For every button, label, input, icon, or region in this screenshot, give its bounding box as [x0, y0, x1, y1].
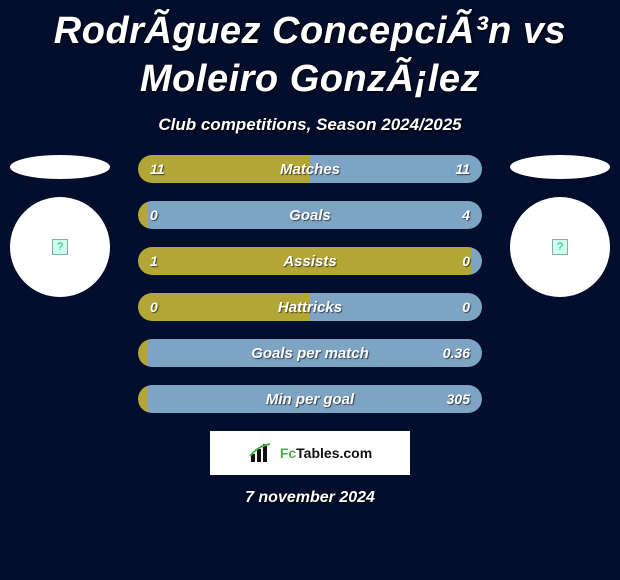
- avatar-right: [510, 197, 610, 297]
- stat-row: Assists10: [138, 247, 482, 275]
- page-subtitle: Club competitions, Season 2024/2025: [0, 115, 620, 135]
- footer-brand-text: FcTables.com: [280, 445, 372, 461]
- flag-left: [10, 155, 110, 179]
- stat-bar-right: [148, 385, 482, 413]
- stat-bar-left: [138, 293, 310, 321]
- stat-bar-right: [310, 293, 482, 321]
- page-title: RodrÃ­guez ConcepciÃ³n vs Moleiro GonzÃ¡…: [0, 0, 620, 107]
- avatar-placeholder-icon: [52, 239, 68, 255]
- stat-bar-right: [148, 201, 482, 229]
- stat-bars: Matches1111 Goals04 Assists10 Hattricks00 Go…: [138, 155, 482, 413]
- footer-date: 7 november 2024: [0, 489, 620, 507]
- footer-brand-badge[interactable]: FcTables.com: [210, 431, 410, 475]
- stat-bar-left: [138, 339, 148, 367]
- stat-row: Goals per match0.36: [138, 339, 482, 367]
- flag-right: [510, 155, 610, 179]
- stat-bar-left: [138, 247, 472, 275]
- stat-row: Min per goal305: [138, 385, 482, 413]
- stat-bar-left: [138, 155, 310, 183]
- stat-bar-right: [148, 339, 482, 367]
- stat-bar-right: [472, 247, 482, 275]
- chart-icon: [248, 442, 274, 464]
- avatar-left: [10, 197, 110, 297]
- stat-row: Goals04: [138, 201, 482, 229]
- stat-bar-left: [138, 385, 148, 413]
- stat-bar-left: [138, 201, 148, 229]
- comparison-stage: Matches1111 Goals04 Assists10 Hattricks00 Go…: [0, 155, 620, 413]
- player-right-column: [510, 155, 610, 297]
- stat-row: Hattricks00: [138, 293, 482, 321]
- stat-bar-right: [310, 155, 482, 183]
- stat-row: Matches1111: [138, 155, 482, 183]
- avatar-placeholder-icon: [552, 239, 568, 255]
- player-left-column: [10, 155, 110, 297]
